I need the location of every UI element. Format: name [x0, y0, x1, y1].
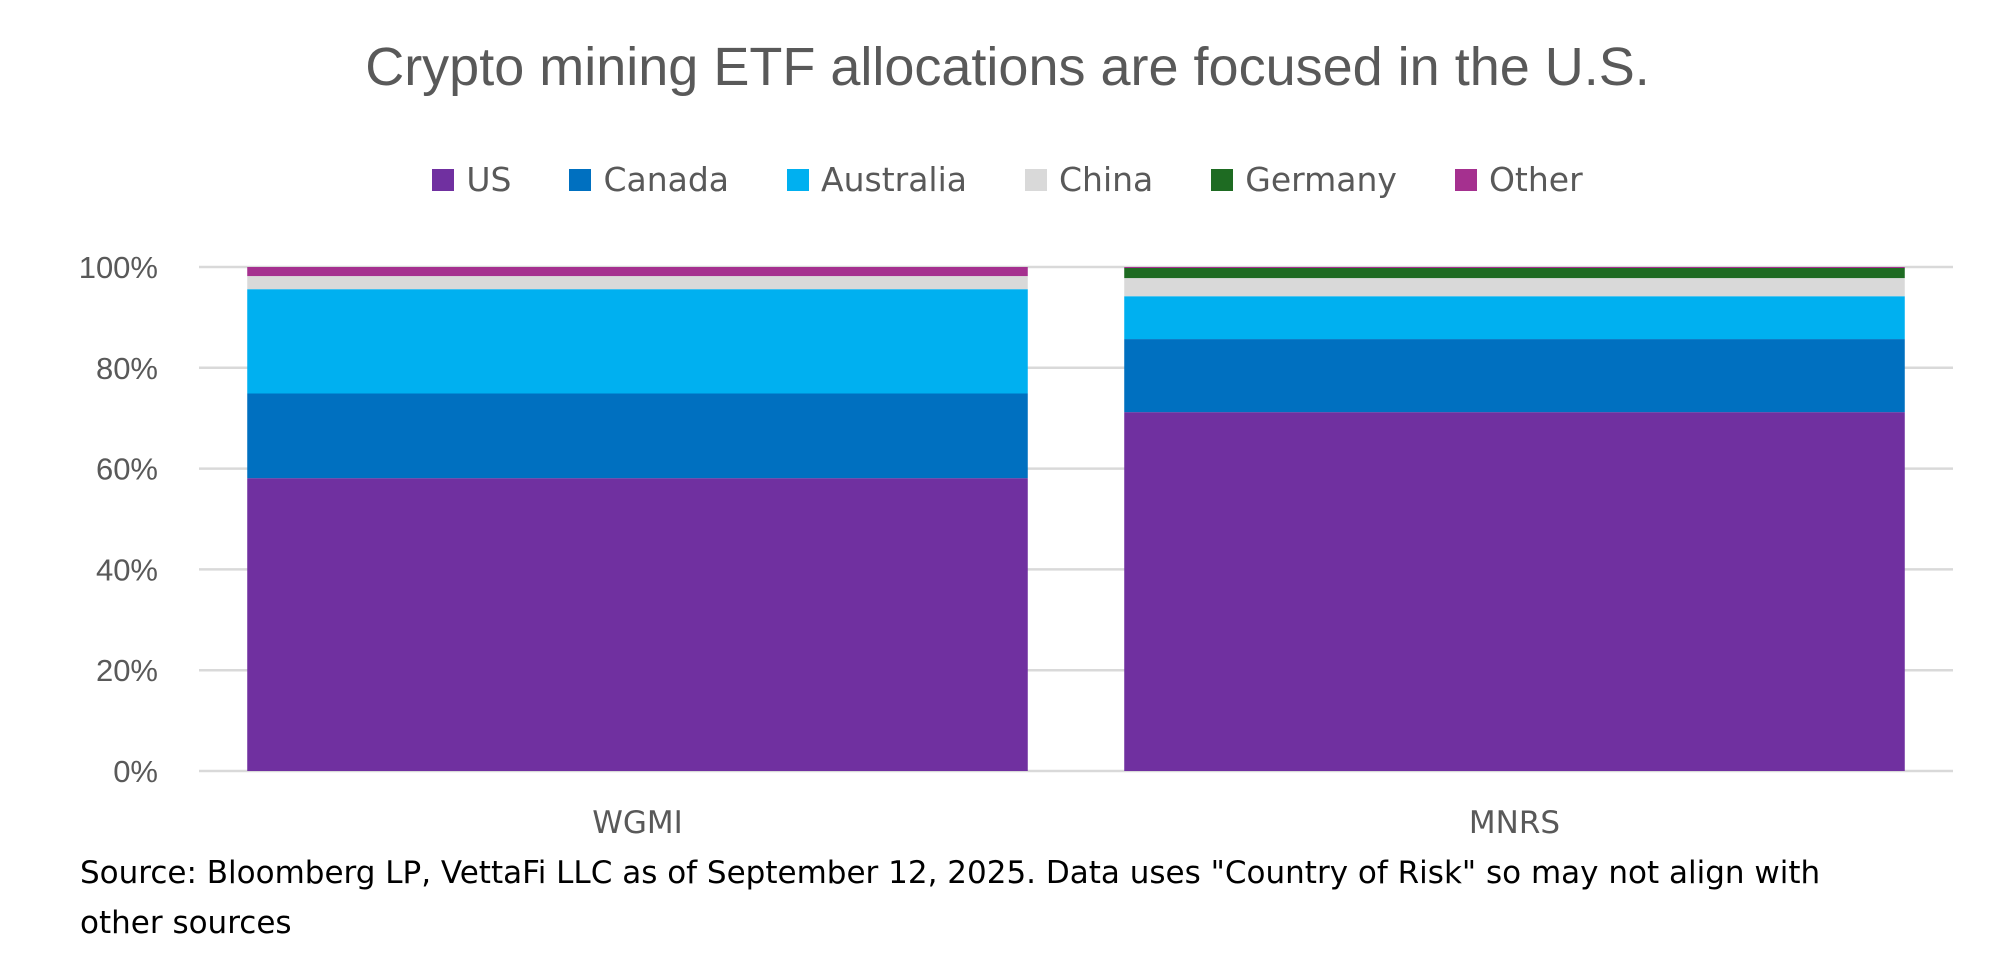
bar-segment-wgmi-australia: [247, 289, 1028, 394]
y-tick-label: 100%: [79, 250, 158, 285]
legend-swatch: [1454, 168, 1477, 191]
y-tick-label: 20%: [96, 653, 158, 688]
bar-segment-wgmi-other: [247, 267, 1028, 277]
x-category-label: WGMI: [592, 805, 683, 841]
legend-label: Germany: [1245, 160, 1397, 199]
legend-swatch: [569, 168, 592, 191]
y-tick-label: 40%: [96, 552, 158, 587]
bar-segment-mnrs-china: [1124, 278, 1905, 297]
bar-segment-wgmi-us: [247, 478, 1028, 771]
bar-segment-mnrs-other: [1124, 267, 1905, 269]
source-note: Source: Bloomberg LP, VettaFi LLC as of …: [80, 855, 1821, 941]
legend-item-us: US: [432, 160, 511, 199]
legend-label: US: [466, 160, 512, 199]
legend-item-canada: Canada: [569, 160, 729, 199]
legend: US Canada Australia China Germany Other: [0, 160, 2015, 199]
legend-label: Australia: [821, 160, 967, 199]
x-category-label: MNRS: [1469, 805, 1560, 841]
y-tick-label: 0%: [113, 754, 158, 789]
legend-swatch: [432, 168, 455, 191]
bar-segment-mnrs-canada: [1124, 339, 1905, 413]
bar-segment-mnrs-germany: [1124, 268, 1905, 279]
chart-title: Crypto mining ETF allocations are focuse…: [365, 37, 1650, 97]
legend-swatch: [1211, 168, 1234, 191]
y-tick-label: 60%: [96, 452, 158, 487]
bar-segment-wgmi-china: [247, 276, 1028, 290]
y-tick-label: 80%: [96, 351, 158, 386]
legend-label: China: [1059, 160, 1154, 199]
legend-label: Canada: [603, 160, 730, 199]
legend-swatch: [1025, 168, 1047, 191]
legend-label: Other: [1488, 160, 1583, 199]
legend-swatch: [787, 168, 810, 191]
legend-item-other: Other: [1454, 160, 1583, 199]
bar-segment-mnrs-australia: [1124, 296, 1905, 340]
legend-item-china: China: [1025, 160, 1153, 199]
legend-item-australia: Australia: [787, 160, 967, 199]
bar-segment-mnrs-us: [1124, 412, 1905, 771]
bar-segment-wgmi-canada: [247, 393, 1028, 479]
legend-item-germany: Germany: [1211, 160, 1397, 199]
